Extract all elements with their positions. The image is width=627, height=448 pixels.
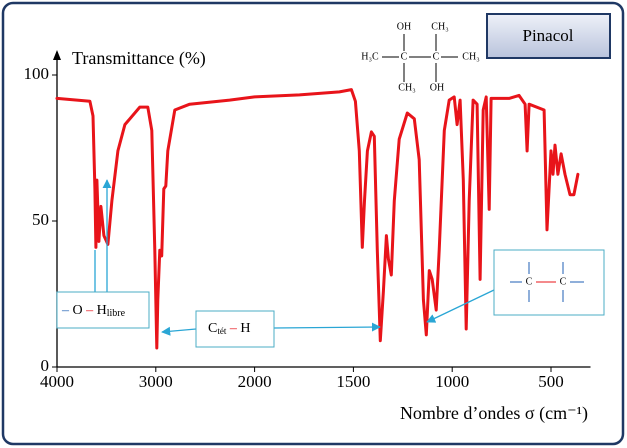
y-axis-label: Transmittance (%)	[72, 48, 206, 69]
cc-bonds	[510, 262, 584, 302]
x-tick-label: 3000	[139, 372, 173, 391]
y-axis-arrow	[53, 50, 61, 60]
oh-box	[56, 291, 150, 329]
x-tick-label: 1500	[336, 372, 370, 391]
oh-label: – O – Hlibre	[61, 303, 126, 319]
x-tick-label: 2000	[238, 372, 272, 391]
molecule-atom: C	[401, 51, 408, 62]
atom: C	[208, 321, 217, 336]
y-tick-label: 50	[32, 210, 49, 229]
molecule-atom: C	[433, 51, 440, 62]
atom: H	[240, 321, 250, 336]
x-axis-label: Nombre d’ondes σ (cm⁻¹)	[400, 403, 588, 424]
title-box	[486, 13, 611, 59]
subscript: tét	[217, 326, 226, 336]
atom: O	[73, 303, 83, 318]
ch-box	[195, 310, 275, 348]
molecule-atom: OH	[430, 82, 444, 93]
x-tick-label: 500	[538, 372, 564, 391]
molecule-atom: H₃C	[361, 51, 379, 62]
molecule-bonds	[382, 34, 458, 82]
ch-label: Ctét – H	[208, 321, 250, 336]
annotation-arrows	[94, 179, 495, 336]
molecule-atom: CH₃	[431, 21, 448, 32]
x-tick-label: 1000	[435, 372, 469, 391]
subscript: libre	[107, 308, 126, 319]
atom: C	[526, 276, 533, 287]
molecule-atom: CH₃	[462, 51, 479, 62]
y-tick-label: 0	[41, 356, 50, 375]
chart-title: Pinacol	[523, 26, 574, 45]
molecule-atom: CH₃	[398, 82, 415, 93]
spectrum-line	[55, 88, 580, 350]
plot-area: 0 50 100 4000 3000 2000 1500 1000 500	[24, 50, 591, 391]
atom: H	[97, 303, 107, 318]
molecule-atom: OH	[397, 21, 411, 32]
x-tick-label: 4000	[40, 372, 74, 391]
atom: C	[560, 276, 567, 287]
y-tick-label: 100	[24, 64, 50, 83]
